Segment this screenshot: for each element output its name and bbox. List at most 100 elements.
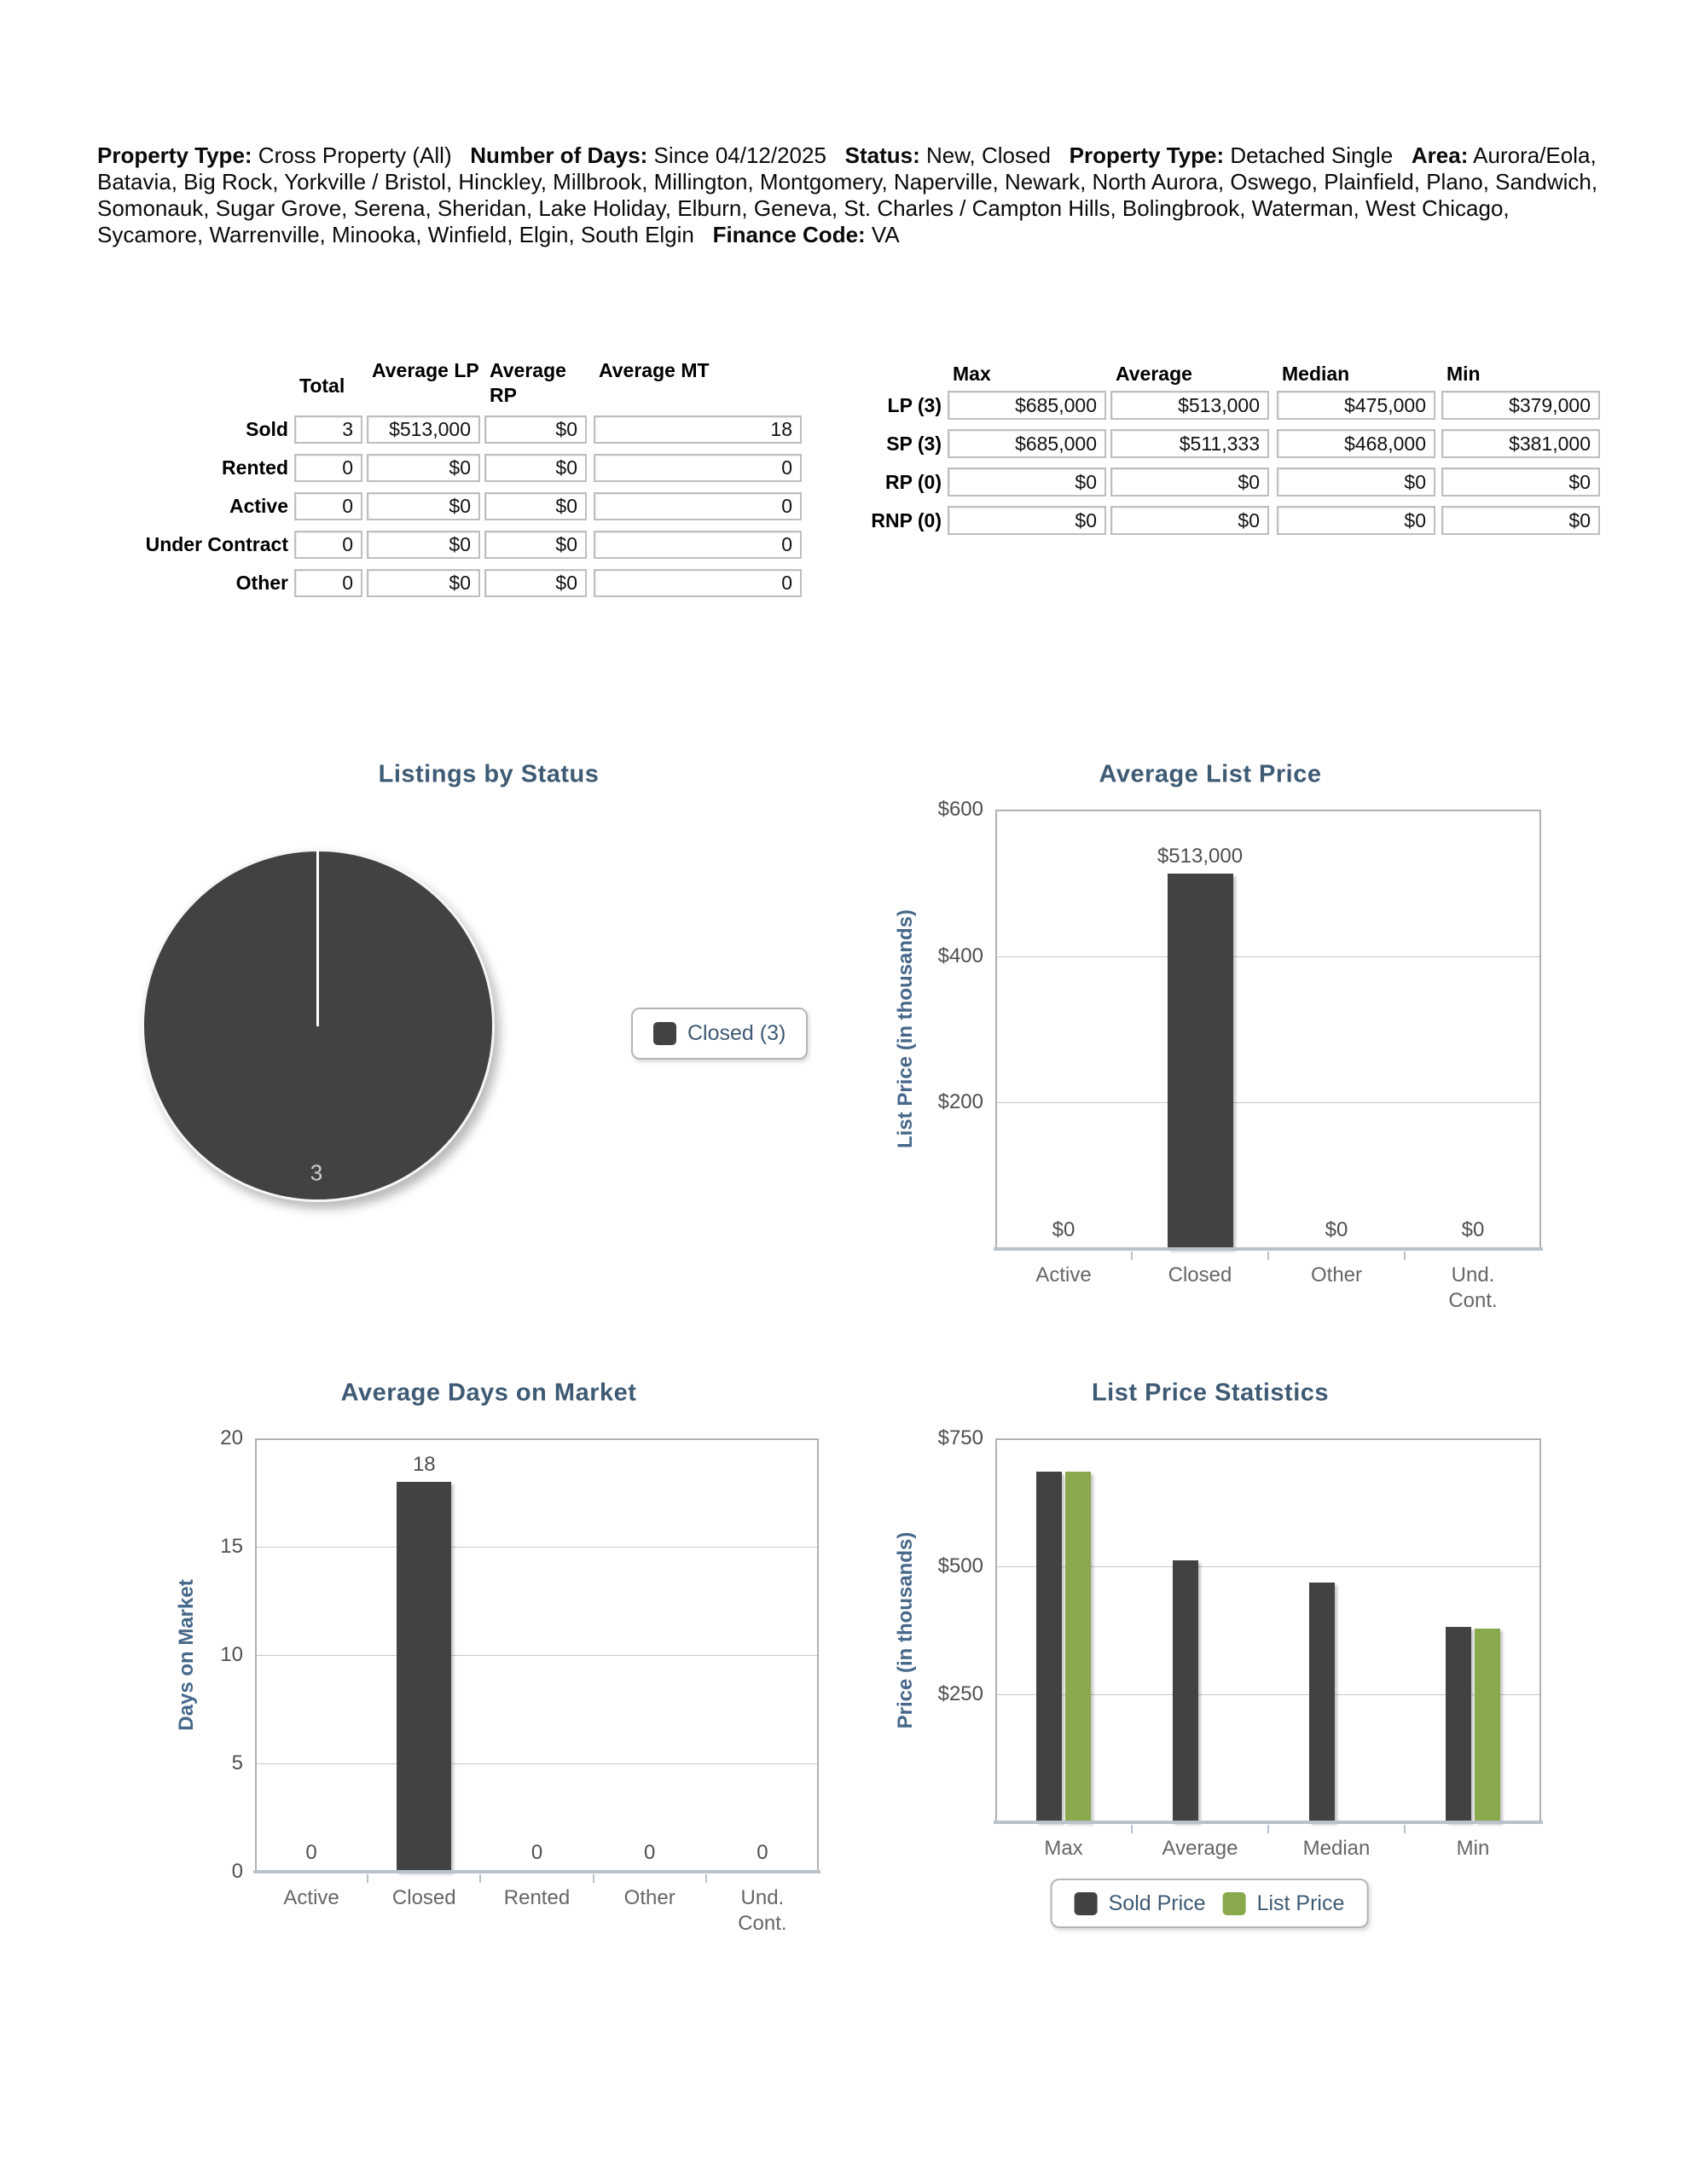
- adom-xtick-4: [704, 1874, 707, 1883]
- summary-cell-other-average-rp: $0: [484, 569, 587, 597]
- stats-cell-rnp-0-median: $0: [1277, 506, 1435, 535]
- criteria-value-status: New, Closed: [919, 142, 1051, 168]
- stats-col-header-median: Median: [1282, 363, 1350, 385]
- pie-slice-count-label: 3: [310, 1159, 323, 1186]
- summary-row-label-sold: Sold: [246, 418, 288, 440]
- alp-category-label-closed: Closed: [1168, 1263, 1232, 1287]
- stats-col-header-min: Min: [1446, 363, 1481, 385]
- lps-category-label-max: Max: [1044, 1837, 1083, 1860]
- closed-legend-swatch: [653, 1022, 676, 1045]
- summary-cell-sold-total: 3: [294, 415, 362, 444]
- lps-category-label-median: Median: [1302, 1837, 1371, 1860]
- alp-category-label-other: Other: [1310, 1263, 1363, 1287]
- adom-ytick-20: 20: [220, 1426, 243, 1449]
- summary-cell-sold-average-rp: $0: [484, 415, 587, 444]
- adom-ytick-10: 10: [220, 1643, 243, 1666]
- adom-ytick-0: 0: [231, 1860, 243, 1883]
- lps-bar-list-price-min: [1475, 1628, 1500, 1822]
- summary-col-header-average-rp: Average RP: [490, 359, 566, 406]
- alp-xtick-2: [1267, 1252, 1269, 1260]
- lps-bar-list-price-max: [1065, 1472, 1091, 1822]
- lps-gridline-250: [997, 1694, 1539, 1695]
- summary-row-label-under-contract: Under Contract: [145, 533, 288, 555]
- summary-cell-sold-average-lp: $513,000: [367, 415, 480, 444]
- alp-bar-closed: [1167, 873, 1233, 1249]
- lps-bar-sold-price-min: [1446, 1627, 1471, 1822]
- alp-ytick-600: $600: [937, 798, 983, 821]
- stats-cell-sp-3-min: $381,000: [1441, 429, 1600, 458]
- adom-plot-area: [255, 1438, 819, 1872]
- alp-plot-area: [995, 810, 1541, 1249]
- adom-xtick-2: [479, 1874, 482, 1883]
- lps-bar-sold-price-average: [1173, 1560, 1198, 1822]
- sold-price-legend-swatch: [1074, 1891, 1098, 1915]
- list-price-statistics-title: List Price Statistics: [1091, 1379, 1330, 1407]
- adom-value-label-und-cont: 0: [757, 1841, 768, 1864]
- lps-bar-sold-price-median: [1309, 1583, 1335, 1822]
- adom-gridline-10: [257, 1655, 817, 1656]
- lps-x-axis: [994, 1821, 1543, 1824]
- stats-row-label-rnp-0: RNP (0): [871, 509, 942, 531]
- criteria-label-property-type: Property Type:: [97, 142, 252, 168]
- summary-cell-under-contract-average-mt: 0: [594, 531, 802, 559]
- criteria-label-status: Status:: [844, 142, 920, 168]
- summary-cell-active-total: 0: [294, 492, 362, 520]
- adom-gridline-5: [257, 1763, 817, 1764]
- stats-cell-rp-0-max: $0: [948, 468, 1106, 497]
- summary-cell-rented-average-mt: 0: [594, 454, 802, 482]
- adom-gridline-15: [257, 1547, 817, 1548]
- lps-category-label-average: Average: [1162, 1837, 1238, 1860]
- criteria-label-number-of-days: Number of Days:: [470, 142, 648, 168]
- avg-list-price-title: Average List Price: [1099, 760, 1322, 788]
- stats-cell-sp-3-average: $511,333: [1110, 429, 1269, 458]
- alp-ytick-400: $400: [937, 944, 983, 967]
- adom-ytick-15: 15: [220, 1535, 243, 1558]
- adom-x-axis: [253, 1870, 820, 1873]
- adom-category-label-other: Other: [623, 1886, 675, 1909]
- pie-slice-divider: [316, 851, 319, 1026]
- adom-value-label-other: 0: [644, 1841, 656, 1864]
- stats-cell-rnp-0-average: $0: [1110, 506, 1269, 535]
- stats-cell-rnp-0-max: $0: [948, 506, 1106, 535]
- stats-cell-lp-3-average: $513,000: [1110, 391, 1269, 420]
- alp-value-label-active: $0: [1052, 1218, 1075, 1241]
- stats-col-header-average: Average: [1116, 363, 1192, 385]
- lps-legend: Sold Price List Price: [1050, 1879, 1369, 1928]
- summary-cell-other-average-mt: 0: [594, 569, 802, 597]
- adom-xtick-3: [592, 1874, 594, 1883]
- summary-cell-other-total: 0: [294, 569, 362, 597]
- adom-value-label-closed: 18: [412, 1452, 436, 1476]
- stats-cell-rp-0-median: $0: [1277, 468, 1435, 497]
- alp-category-label-active: Active: [1035, 1263, 1092, 1287]
- alp-category-label-und-cont: Und. Cont.: [1448, 1263, 1498, 1312]
- stats-cell-lp-3-min: $379,000: [1441, 391, 1600, 420]
- lps-ytick-500: $500: [937, 1554, 983, 1577]
- summary-col-header-average-mt: Average MT: [599, 359, 710, 381]
- adom-ytick-5: 5: [231, 1751, 243, 1774]
- alp-value-label-und-cont: $0: [1461, 1218, 1485, 1241]
- stats-row-label-sp-3: SP (3): [886, 433, 942, 455]
- lps-gridline-500: [997, 1566, 1539, 1567]
- alp-value-label-other: $0: [1325, 1218, 1348, 1241]
- summary-cell-rented-average-rp: $0: [484, 454, 587, 482]
- stats-row-label-rp-0: RP (0): [884, 471, 942, 493]
- list-price-legend-label: List Price: [1256, 1891, 1345, 1915]
- adom-category-label-rented: Rented: [503, 1886, 571, 1909]
- adom-value-label-rented: 0: [530, 1841, 543, 1864]
- adom-bar-closed: [397, 1481, 452, 1872]
- sold-price-legend-label: Sold Price: [1108, 1891, 1206, 1915]
- adom-category-label-und-cont: Und. Cont.: [738, 1886, 787, 1935]
- list-price-legend-swatch: [1222, 1891, 1246, 1915]
- summary-cell-under-contract-total: 0: [294, 531, 362, 559]
- summary-cell-active-average-mt: 0: [594, 492, 802, 520]
- summary-cell-under-contract-average-rp: $0: [484, 531, 587, 559]
- criteria-value-property-type: Cross Property (All): [252, 142, 452, 168]
- stats-col-header-max: Max: [953, 363, 991, 385]
- criteria-label-property-type: Property Type:: [1069, 142, 1225, 168]
- summary-cell-other-average-lp: $0: [367, 569, 480, 597]
- criteria-value-number-of-days: Since 04/12/2025: [647, 142, 826, 168]
- stats-cell-lp-3-median: $475,000: [1277, 391, 1435, 420]
- summary-cell-under-contract-average-lp: $0: [367, 531, 480, 559]
- lps-bar-sold-price-max: [1036, 1472, 1062, 1822]
